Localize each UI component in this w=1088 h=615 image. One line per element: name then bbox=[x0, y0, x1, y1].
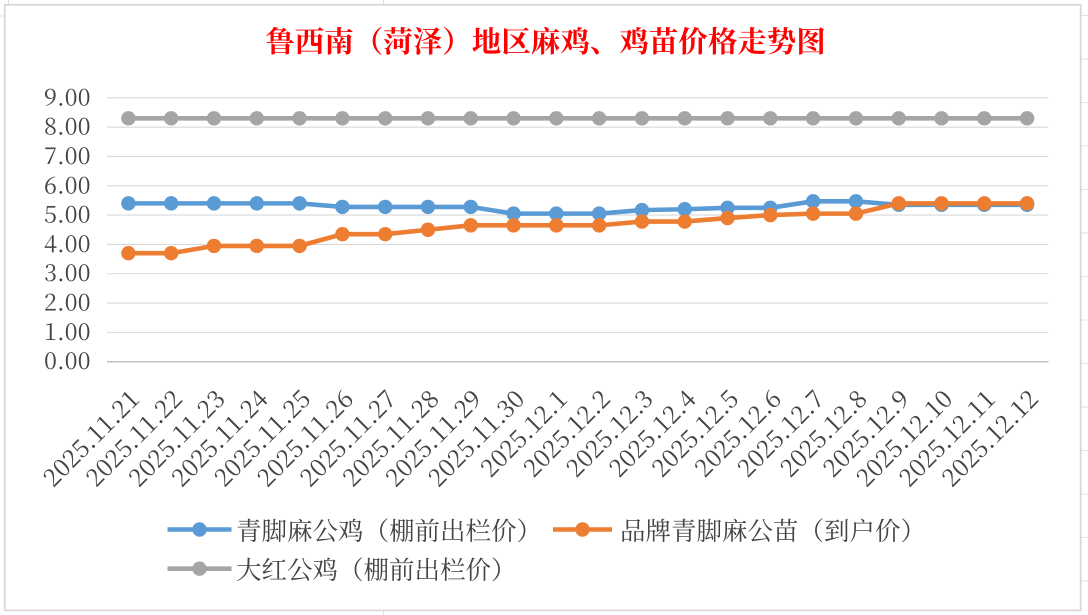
svg-text:1.00: 1.00 bbox=[44, 313, 90, 347]
svg-text:7.00: 7.00 bbox=[44, 137, 90, 171]
svg-text:2.00: 2.00 bbox=[44, 284, 90, 318]
svg-text:青脚麻公鸡（棚前出栏价）: 青脚麻公鸡（棚前出栏价） bbox=[236, 512, 542, 548]
svg-text:大红公鸡（棚前出栏价）: 大红公鸡（棚前出栏价） bbox=[236, 551, 517, 587]
svg-text:品牌青脚麻公苗（到户价）: 品牌青脚麻公苗（到户价） bbox=[620, 512, 926, 548]
svg-text:4.00: 4.00 bbox=[44, 225, 90, 259]
svg-text:3.00: 3.00 bbox=[44, 254, 90, 288]
svg-text:9.00: 9.00 bbox=[44, 78, 90, 112]
svg-text:鲁西南（菏泽）地区麻鸡、鸡苗价格走势图: 鲁西南（菏泽）地区麻鸡、鸡苗价格走势图 bbox=[265, 19, 826, 61]
svg-text:5.00: 5.00 bbox=[44, 196, 90, 230]
svg-text:0.00: 0.00 bbox=[44, 342, 90, 376]
svg-text:8.00: 8.00 bbox=[44, 108, 90, 142]
svg-text:6.00: 6.00 bbox=[44, 166, 90, 200]
